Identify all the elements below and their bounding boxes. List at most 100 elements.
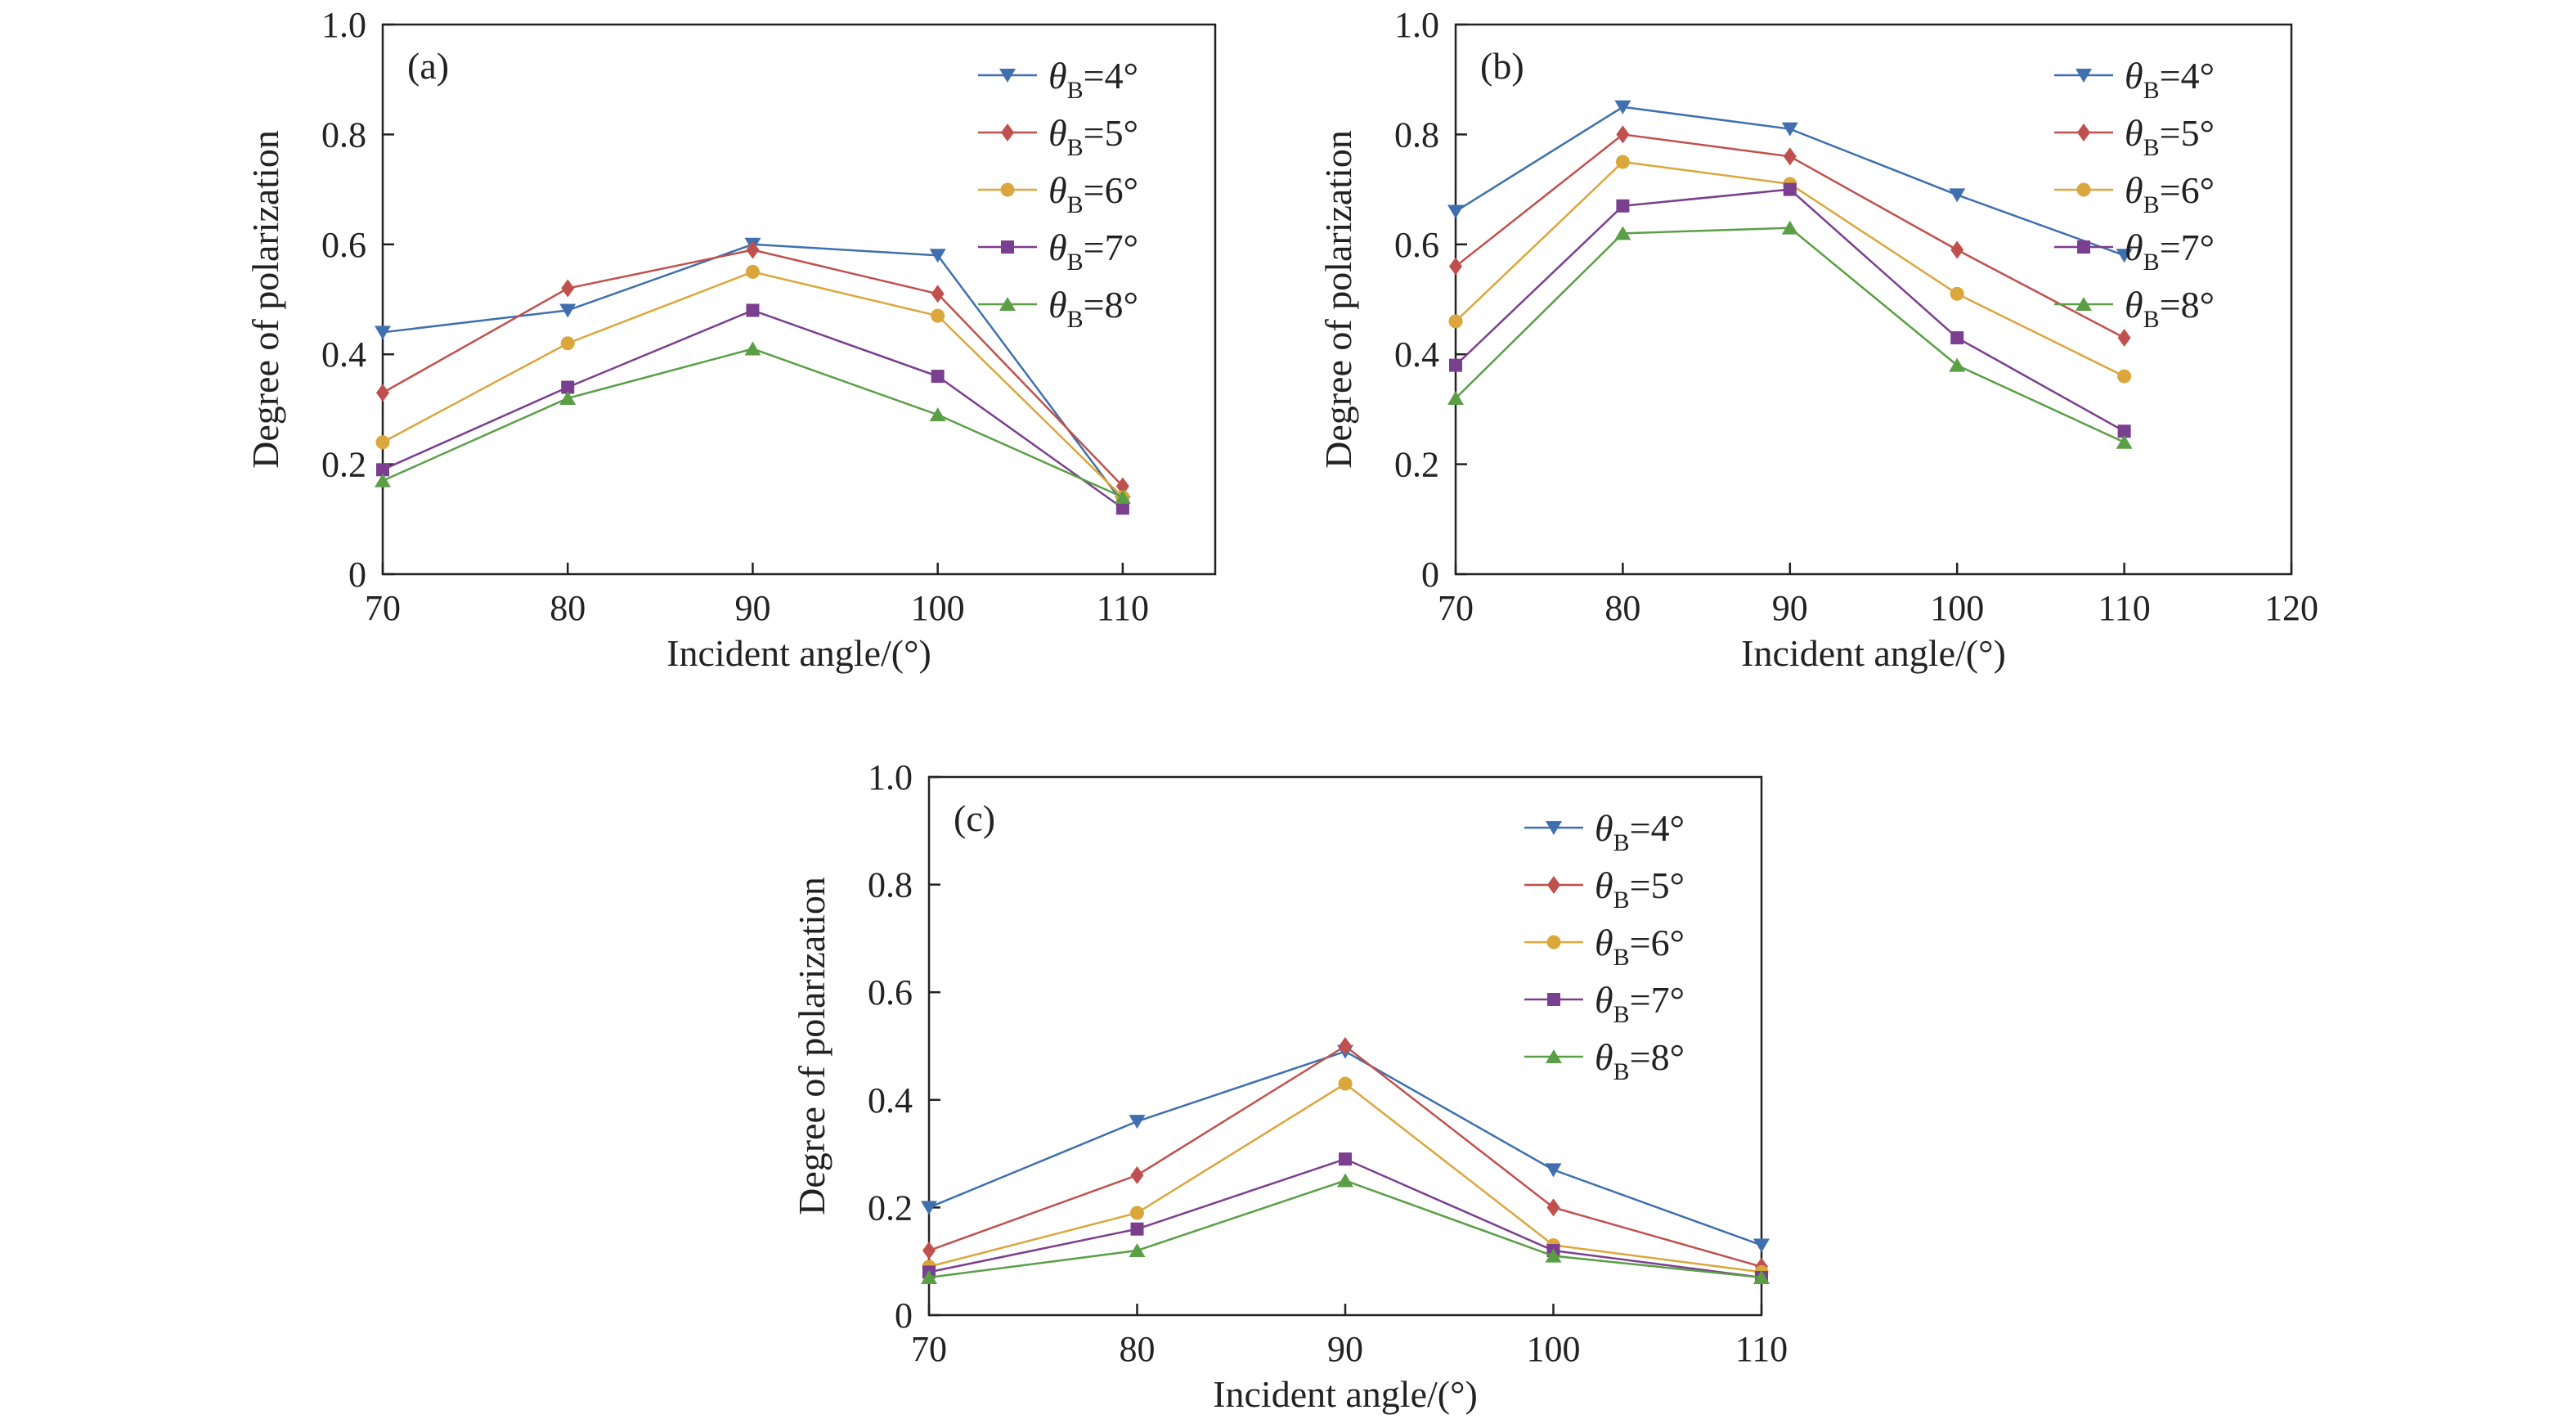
legend-item: θB=7° <box>978 227 1138 276</box>
data-point <box>1546 1198 1560 1217</box>
data-point <box>1115 477 1129 496</box>
x-tick-label: 100 <box>1527 1329 1581 1369</box>
data-point <box>1448 314 1463 329</box>
series-5 <box>1447 220 2133 449</box>
legend-label: θB=8° <box>1595 1036 1685 1085</box>
y-tick-label: 0.6 <box>1394 225 1439 265</box>
data-point <box>1783 147 1797 166</box>
data-point <box>1616 125 1630 144</box>
series-line <box>382 309 1124 510</box>
series-line <box>1455 227 2125 443</box>
y-axis-label: Degree of polarization <box>245 130 286 469</box>
x-tick-label: 100 <box>911 588 965 628</box>
legend-label: θB=7° <box>2125 227 2215 276</box>
y-tick-label: 0.4 <box>321 335 366 375</box>
legend-swatch-marker <box>1546 821 1562 835</box>
data-point <box>921 1201 937 1215</box>
data-point <box>931 308 945 323</box>
y-tick-label: 0 <box>348 555 366 595</box>
legend-swatch-marker <box>2076 69 2092 83</box>
data-point <box>1114 489 1131 504</box>
data-point <box>931 285 945 303</box>
data-point <box>1447 390 1464 405</box>
y-tick-label: 0.6 <box>868 972 913 1013</box>
x-tick-label: 110 <box>2098 588 2150 628</box>
data-point <box>745 264 760 279</box>
legend-item: θB=5° <box>978 112 1138 161</box>
x-tick-label: 80 <box>550 588 586 628</box>
data-point <box>1339 1037 1352 1055</box>
legend-swatch-marker <box>1000 182 1015 197</box>
data-point <box>1449 358 1462 372</box>
series-line <box>928 1179 1762 1279</box>
x-tick-label: 80 <box>1120 1329 1156 1369</box>
data-point <box>1615 155 1630 169</box>
data-point <box>1614 226 1631 240</box>
data-point <box>1449 257 1462 276</box>
data-point <box>376 463 389 477</box>
series-1 <box>1447 100 2133 263</box>
data-point <box>1949 188 1966 203</box>
legend-label: θB=4° <box>1048 55 1138 104</box>
data-point <box>559 390 577 405</box>
data-point <box>1130 1165 1144 1184</box>
legend: θB=4° θB=5° θB=6° θB=7° θB=8° <box>2054 55 2215 333</box>
data-point <box>2116 434 2133 449</box>
y-tick-label: 0.4 <box>1394 335 1439 375</box>
series-line <box>382 249 1124 487</box>
series-3 <box>375 264 1130 505</box>
legend-swatch-marker <box>1547 993 1560 1006</box>
data-point <box>929 249 946 263</box>
y-tick-label: 0 <box>895 1296 913 1336</box>
series-line <box>382 243 1124 504</box>
data-point <box>1781 122 1798 137</box>
x-tick-label: 90 <box>734 588 770 628</box>
data-point <box>1129 1243 1146 1258</box>
data-point <box>375 473 391 487</box>
data-point <box>1338 1076 1353 1091</box>
data-point <box>1614 100 1631 115</box>
legend-swatch-marker <box>1001 123 1014 141</box>
data-point <box>561 380 575 394</box>
legend-item: θB=4° <box>1524 807 1685 856</box>
x-tick-label: 70 <box>365 588 401 628</box>
x-axis-label: Incident angle/(°) <box>1741 632 2006 674</box>
legend: θB=4° θB=5° θB=6° θB=7° θB=8° <box>978 55 1138 333</box>
x-tick-label: 80 <box>1604 588 1640 628</box>
x-tick-label: 110 <box>1097 588 1149 628</box>
data-point <box>1616 199 1630 213</box>
y-tick-label: 0 <box>1421 555 1439 595</box>
data-point <box>1753 1269 1770 1284</box>
data-point <box>1783 182 1797 196</box>
legend-swatch-marker <box>1547 876 1560 894</box>
legend-label: θB=5° <box>1595 864 1685 914</box>
series-4 <box>376 303 1129 515</box>
data-point <box>1545 1248 1562 1263</box>
series-5 <box>921 1173 1770 1284</box>
data-point <box>560 336 575 351</box>
x-tick-label: 90 <box>1327 1329 1363 1369</box>
legend-swatch-marker <box>1546 1049 1562 1063</box>
legend-swatch-marker <box>999 297 1016 311</box>
series-2 <box>376 240 1129 496</box>
data-point <box>1950 286 1964 301</box>
legend: θB=4° θB=5° θB=6° θB=7° θB=8° <box>1524 807 1685 1085</box>
legend-item: θB=4° <box>2054 55 2215 104</box>
data-point <box>375 435 390 450</box>
data-point <box>375 326 391 340</box>
plot-frame <box>1454 23 2293 576</box>
x-axis-label: Incident angle/(°) <box>1213 1373 1478 1415</box>
legend-label: θB=4° <box>1595 807 1685 856</box>
panel-label: (a) <box>407 45 449 87</box>
legend-label: θB=8° <box>2125 284 2215 333</box>
data-point <box>746 303 760 317</box>
data-point <box>922 1242 936 1260</box>
data-point <box>2117 369 2132 384</box>
legend-swatch-marker <box>2077 240 2090 254</box>
data-point <box>1781 220 1798 235</box>
chart-panel-1: 70 80 90 100 110 0 0.2 0.4 0.6 0.8 1.0 Incident ang… <box>245 5 1217 674</box>
data-point <box>1337 1173 1353 1188</box>
chart-panel-2: 70 80 90 100 110 120 0 0.2 0.4 0.6 0.8 1.0 Incident … <box>1317 5 2318 674</box>
legend-item: θB=6° <box>2054 169 2215 218</box>
data-point <box>561 279 575 298</box>
